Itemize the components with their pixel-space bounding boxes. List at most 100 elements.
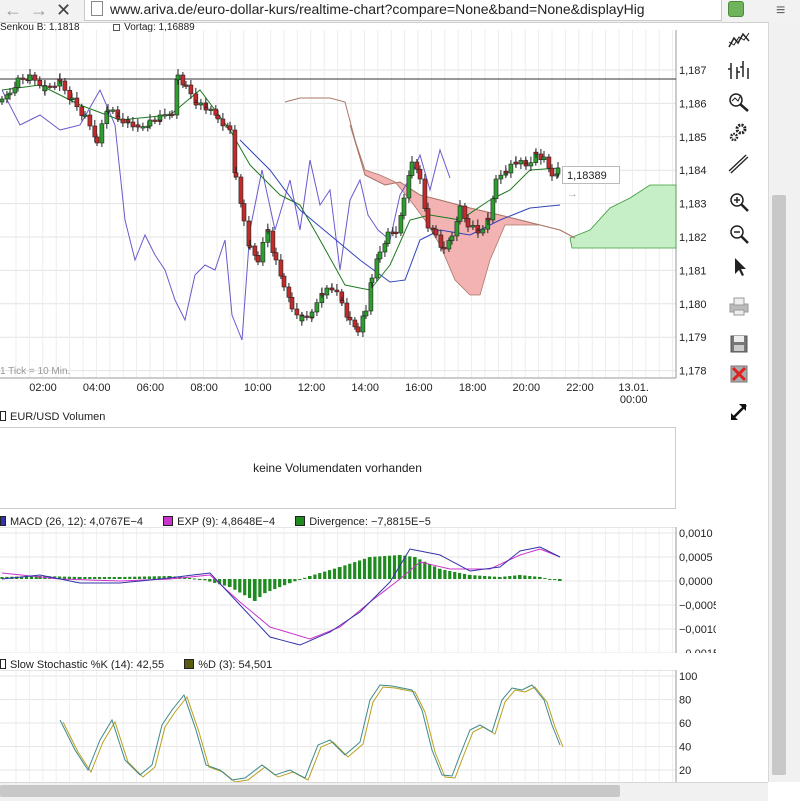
- price-chart[interactable]: 1,187 1,186 1,185 1,184 1,183 1,182 1,181 1,180…: [0, 30, 716, 410]
- stoch-k-label: Slow Stochastic %K (14): 42,55: [10, 659, 165, 671]
- divergence-bar: [268, 579, 272, 592]
- save-icon[interactable]: [722, 330, 756, 360]
- macd-axis: 0,0010 0,0005 0,0000 −0,0005 −0,0010 −0,0015: [679, 528, 716, 653]
- divergence-bar: [253, 579, 257, 601]
- extension-icon[interactable]: [728, 1, 744, 17]
- candle: [493, 178, 499, 200]
- candle: [549, 167, 555, 177]
- exp-swatch: [163, 516, 174, 526]
- candle: [94, 136, 100, 144]
- candle: [555, 167, 561, 175]
- settings-icon[interactable]: [722, 118, 756, 148]
- forward-arrow-icon[interactable]: →: [30, 0, 48, 20]
- divergence-bar: [368, 557, 372, 579]
- divergence-bar: [88, 577, 92, 579]
- divergence-bar: [392, 555, 397, 579]
- time-tick-label: 02:00: [29, 382, 57, 394]
- price-tick-label: 1,186: [679, 98, 707, 110]
- bar-chart-icon[interactable]: [722, 56, 756, 86]
- fullscreen-icon[interactable]: [722, 398, 756, 428]
- candle: [422, 178, 428, 209]
- divergence-bar: [293, 579, 297, 582]
- divergence-bar: [188, 577, 192, 579]
- divergence-bar: [523, 575, 527, 579]
- divergence-bar: [462, 573, 467, 579]
- zoom-out-icon[interactable]: [722, 220, 756, 250]
- candle: [203, 107, 209, 111]
- url-bar[interactable]: www.ariva.de/euro-dollar-kurs/realtime-c…: [84, 0, 722, 21]
- ichimoku-cloud-bullish: [569, 184, 677, 249]
- stop-icon[interactable]: ✕: [56, 0, 72, 20]
- divergence-bar: [29, 576, 33, 579]
- line-chart-icon[interactable]: [722, 26, 756, 56]
- price-tick-label: 1,179: [679, 332, 707, 344]
- candle: [130, 121, 136, 128]
- horizontal-scroll-thumb[interactable]: [0, 785, 620, 797]
- divergence-histogram: [0, 555, 562, 601]
- divergence-bar: [362, 558, 367, 579]
- divergence-bar: [20, 576, 24, 579]
- indicator-search-icon[interactable]: [722, 88, 756, 118]
- macd-label: MACD (26, 12): 4,0767E−4: [10, 516, 143, 528]
- divergence-bar: [112, 577, 116, 579]
- candle: [503, 170, 509, 174]
- chikou-span-line: [1, 88, 451, 341]
- delete-icon[interactable]: [722, 360, 756, 390]
- candle: [252, 245, 258, 256]
- time-tick-label: 14:00: [351, 382, 379, 394]
- divergence-bar: [492, 576, 497, 579]
- divergence-bar: [228, 579, 232, 587]
- stochastic-grid: [0, 670, 677, 782]
- draw-tool-icon[interactable]: [722, 150, 756, 180]
- divergence-bar: [128, 576, 132, 579]
- divergence-bar: [162, 576, 166, 579]
- candle: [198, 102, 204, 106]
- back-arrow-icon[interactable]: ←: [4, 0, 22, 20]
- divergence-bar: [332, 568, 337, 579]
- macd-grid: [0, 527, 677, 653]
- macd-tick-label: −0,0005: [679, 600, 716, 612]
- candle: [329, 287, 335, 291]
- stochastic-chart[interactable]: 100 80 60 40 20: [0, 670, 716, 782]
- divergence-bar: [383, 556, 387, 579]
- candle: [233, 172, 239, 178]
- menu-icon[interactable]: ≡: [776, 2, 786, 19]
- candle: [398, 215, 404, 234]
- candle: [175, 74, 181, 81]
- divergence-bar: [303, 577, 307, 579]
- zoom-in-icon[interactable]: [722, 188, 756, 218]
- divergence-bar: [413, 557, 417, 579]
- divergence-bar: [488, 576, 492, 579]
- divergence-bar: [298, 579, 302, 580]
- candle: [74, 97, 80, 108]
- pointer-icon[interactable]: [722, 252, 756, 282]
- macd-chart[interactable]: 0,0010 0,0005 0,0000 −0,0005 −0,0010 −0,0015: [0, 527, 716, 653]
- tick-note: 1 Tick = 10 Min.: [0, 366, 71, 377]
- legend-vortag: Vortag: 1,16889: [124, 22, 195, 33]
- divergence-bar: [238, 579, 242, 593]
- divergence-bar: [198, 579, 202, 580]
- divergence-bar: [248, 579, 252, 598]
- candle: [7, 92, 13, 96]
- candle: [508, 163, 514, 174]
- candle: [12, 87, 18, 94]
- stoch-tick-label: 60: [679, 718, 691, 730]
- candle: [105, 109, 111, 112]
- price-tick-label: 1,181: [679, 265, 707, 277]
- candle: [457, 205, 463, 222]
- candle: [69, 97, 75, 101]
- divergence-bar: [258, 579, 262, 598]
- divergence-bar: [203, 579, 207, 581]
- print-icon[interactable]: [722, 292, 756, 322]
- candle: [47, 85, 53, 88]
- candle: [518, 160, 524, 165]
- macd-line: [1, 546, 561, 646]
- divergence-bar: [102, 577, 107, 579]
- macd-tick-label: 0,0010: [679, 528, 713, 540]
- candle: [174, 79, 180, 116]
- divergence-bar: [5, 576, 9, 579]
- candle: [414, 161, 420, 170]
- vertical-scroll-thumb[interactable]: [772, 195, 786, 775]
- candle: [27, 74, 33, 81]
- stoch-d-line: [62, 686, 564, 782]
